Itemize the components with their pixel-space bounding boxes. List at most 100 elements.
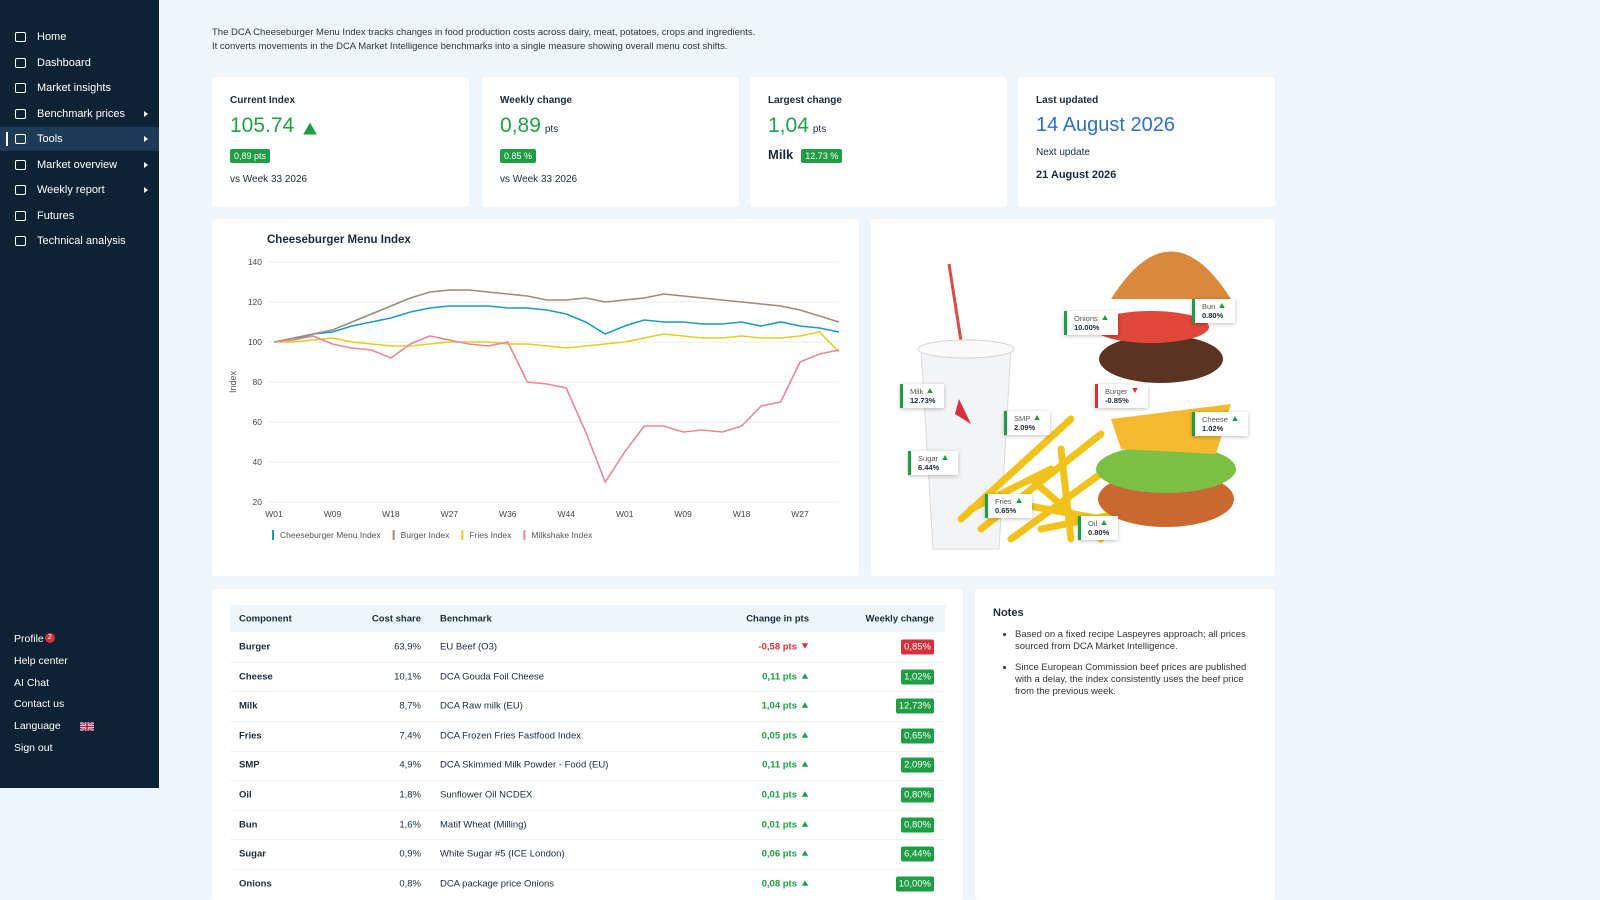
y-tick-label: 100 bbox=[248, 337, 262, 347]
uk-flag bbox=[80, 722, 94, 732]
weekly-badge: 0,65% bbox=[901, 728, 934, 744]
intro-line: It converts movements in the DCA Market … bbox=[212, 41, 728, 52]
nav-label: Weekly report bbox=[37, 184, 105, 196]
lettuce bbox=[1096, 445, 1236, 493]
change-value: 0,01 pts bbox=[761, 789, 797, 801]
cell-component: Sugar bbox=[239, 848, 266, 860]
cell-benchmark: Sunflower Oil NCDEX bbox=[440, 789, 533, 801]
up-arrow bbox=[303, 122, 317, 135]
cell-benchmark: DCA package price Onions bbox=[440, 878, 555, 890]
weekly-badge: 0,85% bbox=[901, 639, 934, 655]
card-label: Current Index bbox=[230, 95, 296, 106]
bottom-link[interactable]: Help center bbox=[14, 655, 68, 667]
row-divider bbox=[230, 750, 945, 752]
table-header-bg bbox=[230, 605, 945, 632]
cell-component: Bun bbox=[239, 819, 258, 831]
component-tag: Milk 12.73% bbox=[900, 384, 945, 408]
cell-change: 0,05 pts bbox=[762, 730, 809, 741]
bottom-label: Sign out bbox=[14, 742, 53, 754]
tag-name: Milk bbox=[910, 387, 924, 396]
cell-weekly: 12,73% bbox=[895, 698, 934, 714]
nav-label: Market insights bbox=[37, 82, 111, 94]
card-label: Largest change bbox=[768, 95, 842, 106]
card-sub: Next update bbox=[1036, 147, 1090, 158]
nav-item[interactable]: Tools bbox=[0, 127, 159, 151]
change-arrow bbox=[801, 820, 809, 827]
weekly-badge: 0,80% bbox=[901, 787, 934, 803]
card-value: 105.74 bbox=[230, 114, 451, 138]
notes-title: Notes bbox=[993, 607, 1024, 619]
cell-weekly: 0,65% bbox=[901, 728, 934, 744]
cell-cost-share: 1,6% bbox=[399, 819, 421, 831]
weekly-badge: 1,02% bbox=[901, 669, 934, 685]
component-tag: Fries 0.65% bbox=[985, 494, 1032, 518]
tag-head: Cheese bbox=[1202, 415, 1239, 424]
nav-item[interactable]: Technical analysis bbox=[0, 229, 159, 253]
intro-line: The DCA Cheeseburger Menu Index tracks c… bbox=[212, 27, 756, 38]
tag-arrow bbox=[942, 455, 948, 460]
intro: The DCA Cheeseburger Menu Index tracks c… bbox=[212, 26, 755, 54]
row-divider bbox=[230, 839, 945, 841]
cell-change: 1,04 pts bbox=[762, 701, 809, 712]
tag-head: SMP bbox=[1014, 414, 1041, 423]
component-tag: Burger -0.85% bbox=[1095, 384, 1148, 408]
tag-value: 12.73% bbox=[910, 396, 936, 405]
legend-swatch bbox=[461, 530, 464, 540]
tag-value: 0.80% bbox=[1202, 311, 1224, 320]
legend-swatch bbox=[272, 530, 274, 540]
weekly-badge: 6,44% bbox=[901, 846, 934, 862]
nav-item[interactable]: Market insights bbox=[0, 76, 159, 100]
tag-arrow bbox=[927, 388, 934, 393]
series-line bbox=[273, 289, 840, 343]
y-tick-label: 140 bbox=[248, 257, 262, 267]
bottom-label: Contact us bbox=[14, 698, 65, 711]
nav-label: Futures bbox=[37, 209, 75, 222]
bottom-link[interactable]: Contact us bbox=[14, 698, 64, 710]
card: Last updated 14 August 2026 Next update … bbox=[1018, 77, 1275, 207]
cell-component: Burger bbox=[239, 641, 271, 653]
nav-icon bbox=[15, 185, 26, 195]
change-value: 0,08 pts bbox=[761, 878, 797, 890]
tag-name: Sugar bbox=[918, 454, 939, 463]
nav-icon bbox=[15, 134, 26, 144]
cell-change: 0,01 pts bbox=[762, 790, 809, 801]
cell-change: 0,11 pts bbox=[762, 671, 809, 682]
card: Current Index 105.74 0,89 pts vs Week 33… bbox=[212, 77, 469, 207]
nav-item[interactable]: Home bbox=[0, 25, 159, 49]
cell-cost-share: 1,8% bbox=[399, 789, 421, 801]
tag-arrow bbox=[1219, 303, 1226, 308]
change-value: -0,58 pts bbox=[758, 641, 797, 653]
cell-component: Milk bbox=[239, 700, 258, 712]
top-bun bbox=[1111, 251, 1231, 299]
nav-item[interactable]: Market overview bbox=[0, 153, 159, 177]
component-tag: Bun 0.80% bbox=[1192, 299, 1236, 323]
change-arrow bbox=[801, 643, 809, 649]
change-arrow bbox=[801, 850, 809, 856]
nav-icon bbox=[15, 32, 26, 42]
unit: pts bbox=[544, 124, 559, 135]
bottom-link[interactable]: Sign out bbox=[14, 742, 53, 754]
nav-icon bbox=[15, 108, 26, 119]
cell-component: Cheese bbox=[239, 671, 273, 683]
change-value: 0,06 pts bbox=[761, 848, 797, 860]
cell-component: Onions bbox=[239, 878, 272, 890]
bottom-link[interactable]: AI Chat bbox=[14, 677, 49, 689]
card-value: 1,04 pts bbox=[768, 114, 989, 138]
nav-item[interactable]: Futures bbox=[0, 204, 159, 228]
notification-badge: 2 bbox=[44, 633, 55, 643]
nav-item[interactable]: Benchmark prices bbox=[0, 102, 159, 126]
y-axis-label: Index bbox=[228, 370, 238, 393]
legend-label: Burger Index bbox=[401, 530, 450, 540]
y-tick-label: 40 bbox=[253, 457, 263, 467]
cell-cost-share: 63,9% bbox=[394, 641, 421, 653]
bottom-link[interactable]: Language bbox=[14, 720, 94, 732]
nav-label: Technical analysis bbox=[37, 235, 126, 247]
nav-item[interactable]: Weekly report bbox=[0, 178, 159, 202]
next-date: 21 August 2026 bbox=[1036, 169, 1117, 181]
legend-label: Fries Index bbox=[469, 530, 512, 540]
tag-head: Burger bbox=[1105, 387, 1139, 396]
tomato bbox=[1093, 311, 1209, 343]
bottom-link[interactable]: Profile 2 bbox=[14, 633, 55, 645]
table-panel: Component Cost share Benchmark Change in pt… bbox=[212, 589, 963, 900]
nav-item[interactable]: Dashboard bbox=[0, 51, 159, 75]
